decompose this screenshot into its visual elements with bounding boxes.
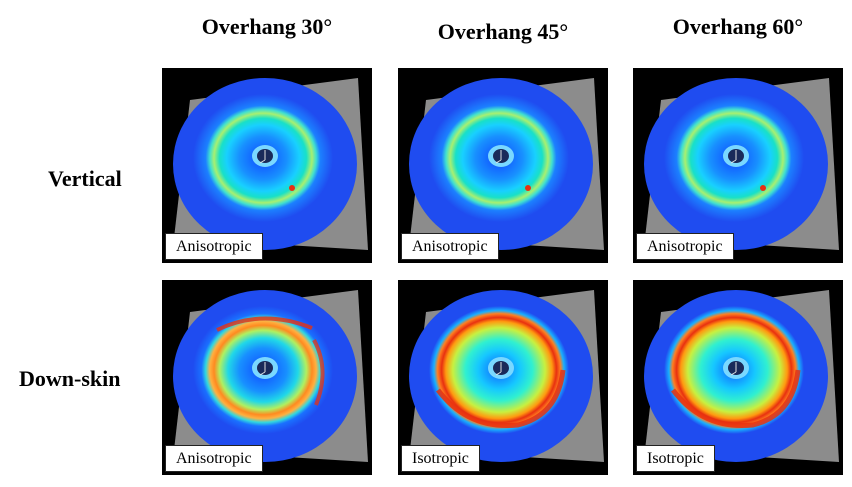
row-title-vertical: Vertical: [48, 166, 122, 191]
panel-down-skin-45: Isotropic: [398, 280, 608, 475]
heatmap-image: [644, 290, 839, 462]
column-title-overhang-45: Overhang 45°: [437, 19, 569, 44]
behavior-tag: Anisotropic: [401, 233, 499, 260]
behavior-tag: Isotropic: [636, 445, 715, 472]
panel-vertical-60: Anisotropic: [633, 68, 843, 263]
heatmap-image: [173, 290, 368, 462]
panel-down-skin-30: Anisotropic: [162, 280, 372, 475]
heatmap-image: [173, 78, 368, 250]
behavior-tag: Anisotropic: [165, 233, 263, 260]
panel-vertical-45: Anisotropic: [398, 68, 608, 263]
heatmap-image: [644, 78, 839, 250]
column-title-overhang-60: Overhang 60°: [672, 14, 804, 39]
column-title-overhang-30: Overhang 30°: [201, 14, 333, 39]
behavior-tag: Isotropic: [401, 445, 480, 472]
panel-down-skin-60: Isotropic: [633, 280, 843, 475]
heatmap-image: [409, 78, 604, 250]
panel-vertical-30: Anisotropic: [162, 68, 372, 263]
row-title-down-skin: Down-skin: [19, 366, 121, 391]
behavior-tag: Anisotropic: [165, 445, 263, 472]
heatmap-image: [409, 290, 604, 462]
behavior-tag: Anisotropic: [636, 233, 734, 260]
